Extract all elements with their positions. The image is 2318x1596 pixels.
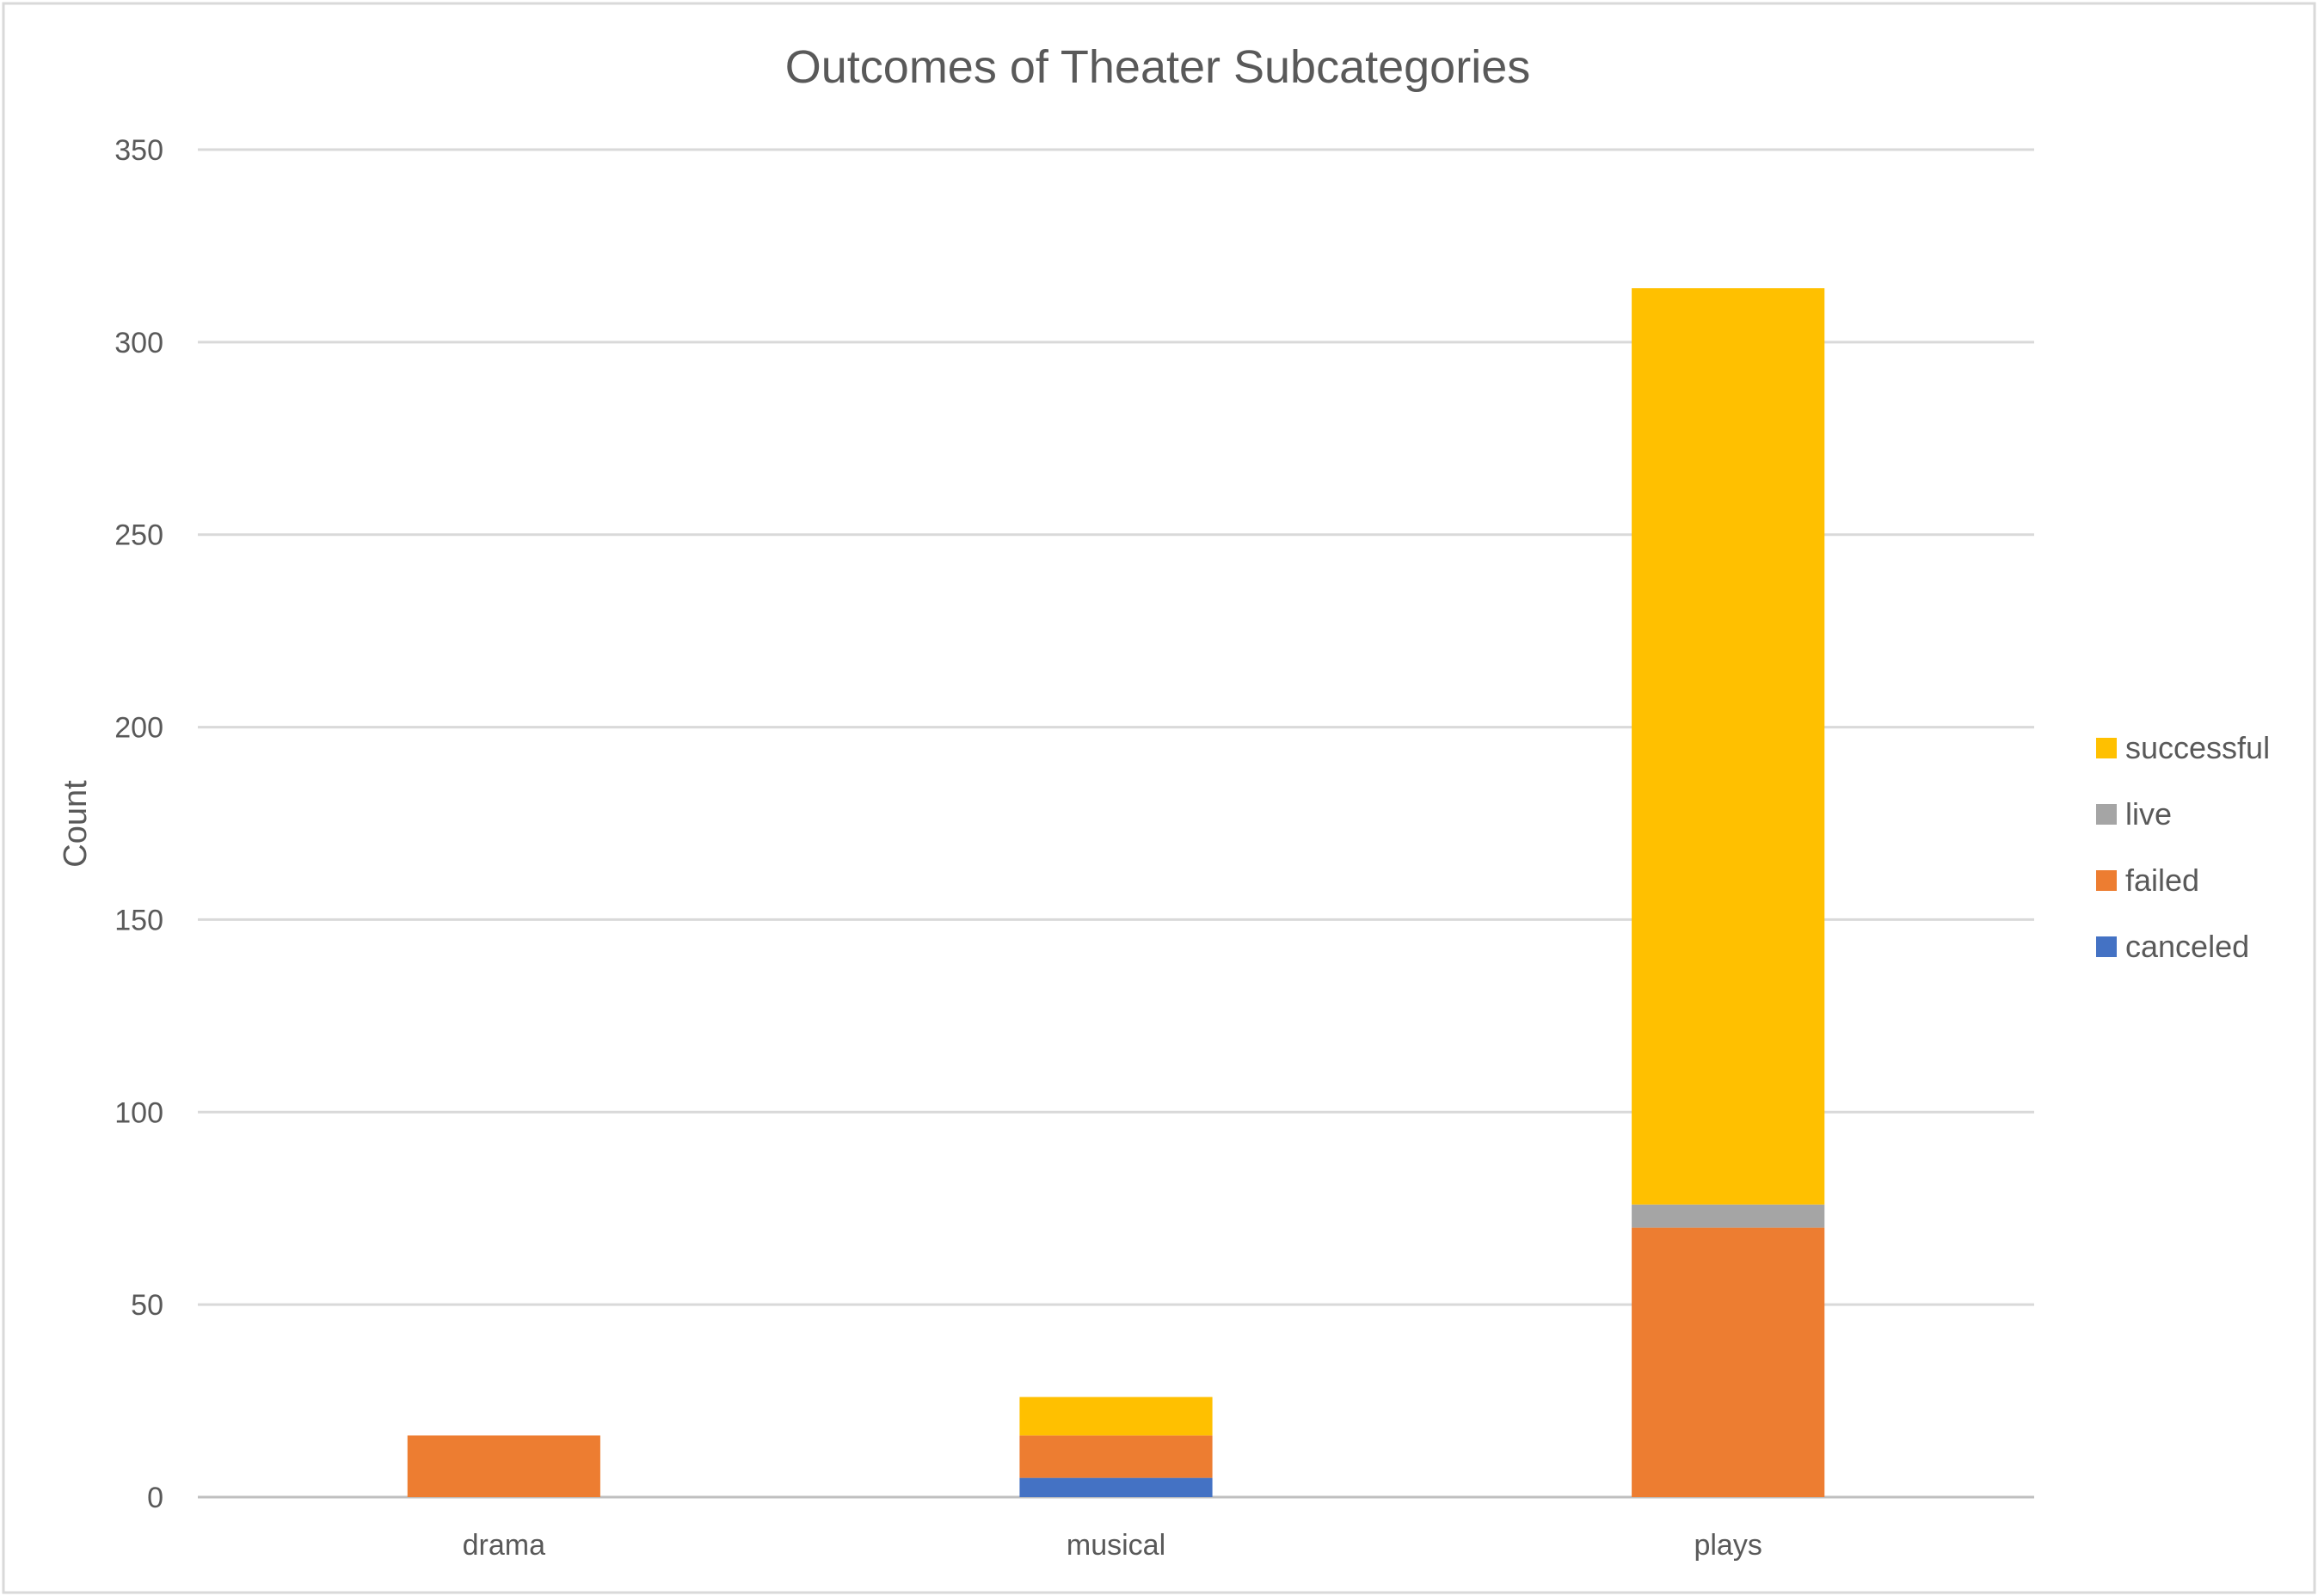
legend-swatch-successful xyxy=(2096,738,2117,758)
bar-canceled-musical xyxy=(1019,1477,1213,1497)
legend-label-canceled: canceled xyxy=(2125,929,2249,964)
bar-live-plays xyxy=(1632,1204,1825,1228)
bar-failed-drama xyxy=(407,1435,600,1497)
legend-swatch-live xyxy=(2096,804,2117,825)
y-tick-label: 200 xyxy=(114,712,163,745)
y-axis-title: Count xyxy=(58,780,94,868)
bar-successful-musical xyxy=(1019,1396,1213,1436)
x-tick-label: plays xyxy=(1694,1529,1762,1562)
y-tick-label: 100 xyxy=(114,1096,163,1129)
y-axis-ticks: 0 50 100 150 200 250 300 350 xyxy=(114,134,163,1514)
bar-failed-plays xyxy=(1632,1227,1825,1497)
legend-label-live: live xyxy=(2125,796,2172,832)
bar-failed-musical xyxy=(1019,1435,1213,1478)
y-tick-label: 300 xyxy=(114,327,163,359)
y-tick-label: 0 xyxy=(147,1482,163,1514)
legend-label-successful: successful xyxy=(2125,730,2270,765)
bars xyxy=(407,288,1825,1497)
y-tick-label: 250 xyxy=(114,519,163,552)
chart-title: Outcomes of Theater Subcategories xyxy=(785,41,1530,93)
y-tick-label: 150 xyxy=(114,904,163,936)
y-tick-label: 50 xyxy=(131,1289,163,1322)
x-tick-label: drama xyxy=(463,1529,545,1562)
x-axis-ticks: drama musical plays xyxy=(463,1529,1762,1562)
legend-label-failed: failed xyxy=(2125,862,2199,898)
legend-swatch-failed xyxy=(2096,870,2117,891)
legend-swatch-canceled xyxy=(2096,936,2117,957)
gridlines xyxy=(198,148,2034,1499)
y-tick-label: 350 xyxy=(114,134,163,167)
x-tick-label: musical xyxy=(1067,1529,1165,1562)
bar-successful-plays xyxy=(1632,288,1825,1205)
legend: successful live failed canceled xyxy=(2096,730,2270,964)
